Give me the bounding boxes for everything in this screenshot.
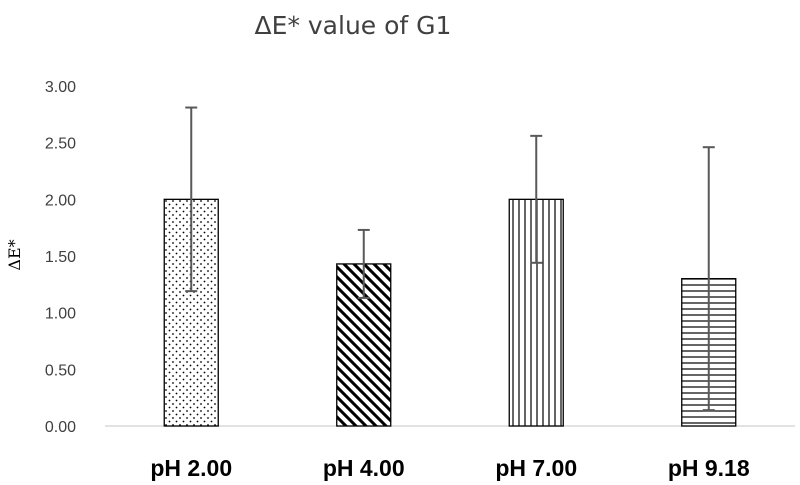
x-tick-label: pH 9.18 xyxy=(668,455,750,481)
error-bar xyxy=(357,228,370,299)
chart-title: ΔE* value of G1 xyxy=(255,11,452,40)
y-tick-label: 1.00 xyxy=(45,306,76,323)
error-bars-group xyxy=(185,106,715,412)
x-axis-ticks: pH 2.00 pH 4.00 pH 7.00 pH 9.18 xyxy=(150,455,750,481)
error-bar xyxy=(702,146,715,412)
y-axis-label: ΔE* xyxy=(5,239,24,270)
y-tick-label: 2.50 xyxy=(45,136,76,153)
x-tick-label: pH 7.00 xyxy=(495,455,577,481)
y-tick-label: 3.00 xyxy=(45,79,76,96)
y-tick-label: 0.00 xyxy=(45,419,76,436)
error-bar xyxy=(185,106,198,293)
y-tick-label: 0.50 xyxy=(45,362,76,379)
y-axis-ticks: 0.00 0.50 1.00 1.50 2.00 2.50 3.00 xyxy=(45,79,76,436)
y-tick-label: 1.50 xyxy=(45,249,76,266)
x-tick-label: pH 4.00 xyxy=(323,455,405,481)
x-tick-label: pH 2.00 xyxy=(150,455,232,481)
y-tick-label: 2.00 xyxy=(45,192,76,209)
error-bar xyxy=(530,134,543,264)
bars-group xyxy=(163,198,737,427)
